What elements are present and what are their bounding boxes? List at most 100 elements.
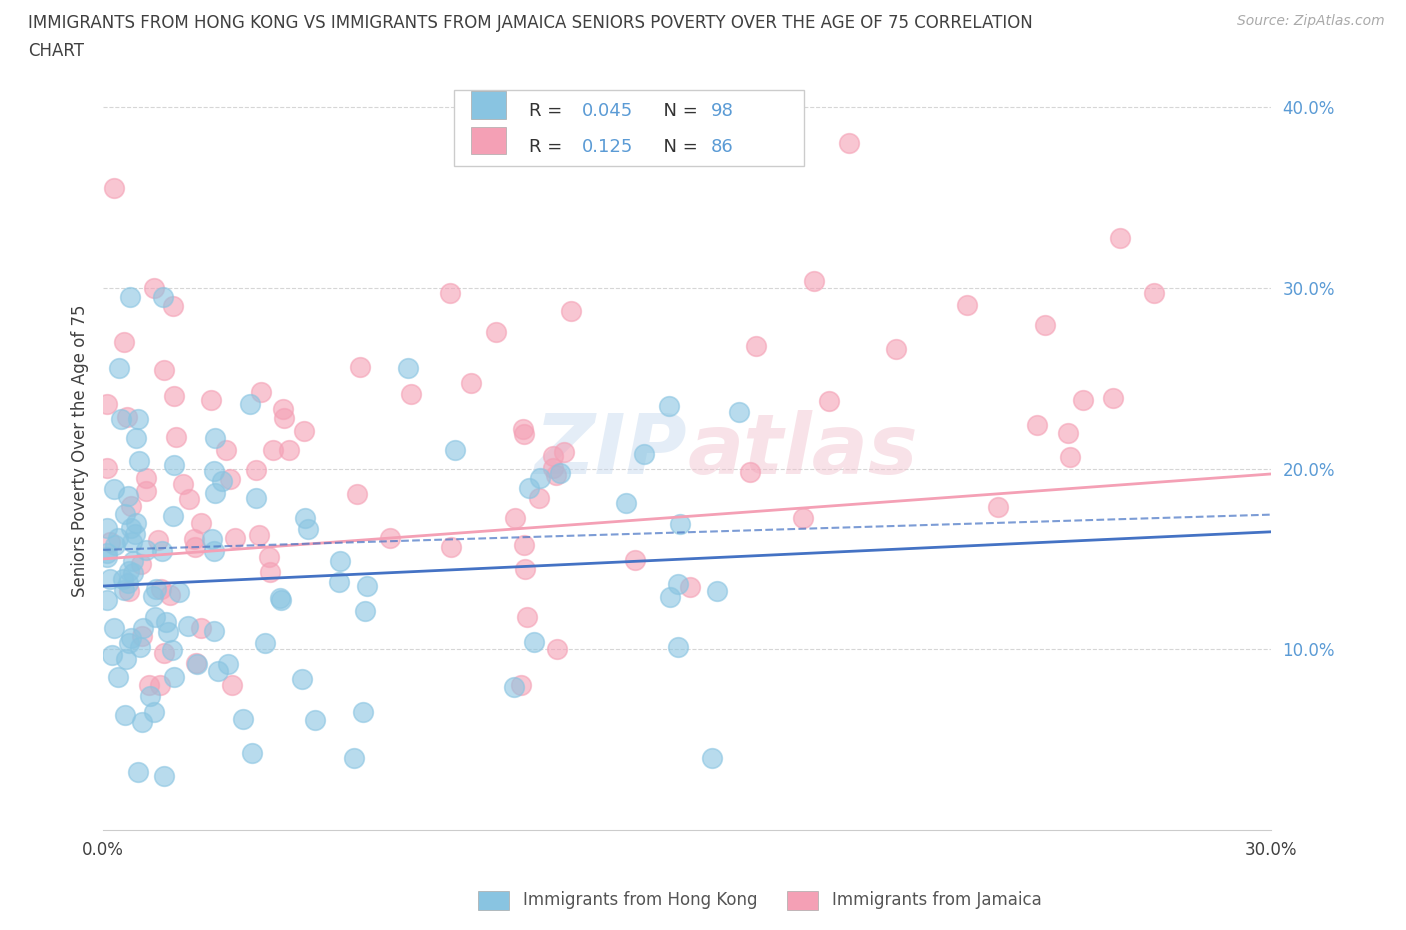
Point bbox=[138, 678, 160, 693]
Point bbox=[131, 557, 153, 572]
Point bbox=[728, 405, 751, 419]
Point bbox=[706, 583, 728, 598]
Point bbox=[186, 656, 208, 671]
Point bbox=[163, 458, 186, 472]
Point bbox=[124, 527, 146, 542]
Point bbox=[207, 664, 229, 679]
Point bbox=[103, 481, 125, 496]
Text: R =: R = bbox=[530, 138, 574, 155]
Point bbox=[509, 678, 531, 693]
Point bbox=[271, 402, 294, 417]
Point bbox=[666, 639, 689, 654]
Point bbox=[202, 623, 225, 638]
Point bbox=[204, 485, 226, 500]
Point bbox=[103, 620, 125, 635]
Point bbox=[346, 487, 368, 502]
Point bbox=[1026, 418, 1049, 432]
Point bbox=[152, 543, 174, 558]
Point bbox=[96, 460, 118, 475]
Point bbox=[190, 620, 212, 635]
Point bbox=[1056, 425, 1078, 440]
Text: Immigrants from Hong Kong: Immigrants from Hong Kong bbox=[523, 891, 758, 910]
Point bbox=[239, 397, 262, 412]
Point bbox=[304, 712, 326, 727]
Point bbox=[104, 538, 127, 552]
Point bbox=[96, 550, 118, 565]
Point bbox=[131, 715, 153, 730]
Point bbox=[118, 636, 141, 651]
Point bbox=[120, 631, 142, 645]
Text: CHART: CHART bbox=[28, 42, 84, 60]
Point bbox=[124, 431, 146, 445]
Point bbox=[352, 704, 374, 719]
Point bbox=[152, 289, 174, 304]
Point bbox=[329, 553, 352, 568]
Point bbox=[135, 471, 157, 485]
Point bbox=[120, 499, 142, 514]
Point bbox=[114, 507, 136, 522]
Point bbox=[292, 423, 315, 438]
Point bbox=[614, 496, 637, 511]
Point bbox=[110, 411, 132, 426]
Point bbox=[128, 454, 150, 469]
Point bbox=[399, 387, 422, 402]
Point bbox=[541, 460, 564, 475]
Point bbox=[270, 592, 292, 607]
Point bbox=[143, 704, 166, 719]
Point bbox=[96, 592, 118, 607]
Point bbox=[101, 647, 124, 662]
Point bbox=[541, 449, 564, 464]
Point bbox=[152, 768, 174, 783]
Point bbox=[122, 565, 145, 580]
Point bbox=[679, 579, 702, 594]
Point bbox=[139, 688, 162, 703]
Point bbox=[245, 491, 267, 506]
Point bbox=[838, 136, 860, 151]
Point bbox=[204, 431, 226, 445]
Point bbox=[1059, 450, 1081, 465]
Point bbox=[515, 561, 537, 576]
Point bbox=[553, 445, 575, 459]
Text: N =: N = bbox=[652, 102, 703, 120]
Point bbox=[263, 443, 285, 458]
Point bbox=[745, 339, 768, 353]
Point bbox=[96, 546, 118, 561]
Point bbox=[884, 342, 907, 357]
Point bbox=[190, 515, 212, 530]
Point bbox=[118, 583, 141, 598]
Point bbox=[259, 565, 281, 580]
Point bbox=[232, 711, 254, 726]
Point bbox=[114, 652, 136, 667]
Point bbox=[503, 679, 526, 694]
Point bbox=[700, 751, 723, 765]
Point bbox=[740, 464, 762, 479]
Point bbox=[460, 376, 482, 391]
Point bbox=[224, 531, 246, 546]
Point bbox=[117, 488, 139, 503]
Point bbox=[633, 446, 655, 461]
FancyBboxPatch shape bbox=[471, 127, 506, 154]
Point bbox=[623, 552, 645, 567]
Point bbox=[517, 481, 540, 496]
Point bbox=[132, 621, 155, 636]
Point bbox=[503, 511, 526, 525]
Text: 98: 98 bbox=[710, 102, 734, 120]
Point bbox=[297, 522, 319, 537]
Point bbox=[245, 462, 267, 477]
Point bbox=[277, 443, 299, 458]
Point bbox=[172, 476, 194, 491]
Point bbox=[183, 532, 205, 547]
Point bbox=[163, 389, 186, 404]
Point bbox=[343, 751, 366, 765]
Point bbox=[1033, 318, 1056, 333]
Point bbox=[200, 392, 222, 407]
Point bbox=[98, 571, 121, 586]
Point bbox=[354, 604, 377, 618]
Point bbox=[217, 657, 239, 671]
Point bbox=[247, 527, 270, 542]
FancyBboxPatch shape bbox=[454, 90, 804, 166]
Point bbox=[215, 443, 238, 458]
Point bbox=[513, 538, 536, 552]
Point bbox=[512, 426, 534, 441]
Point bbox=[523, 634, 546, 649]
